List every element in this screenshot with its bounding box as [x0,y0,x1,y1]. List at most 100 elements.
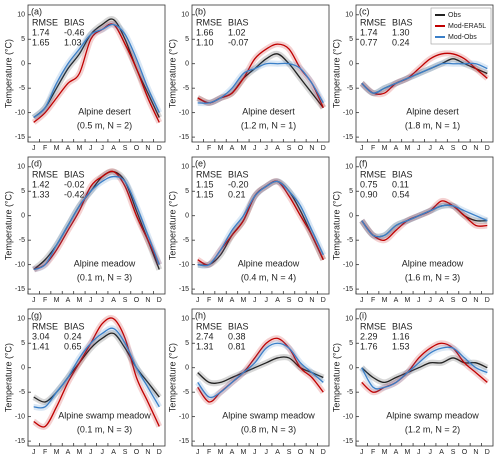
x-tick-label: J [196,145,200,152]
y-tick-label: 10 [345,164,353,171]
series-line [361,204,488,238]
x-tick-label: N [309,449,314,456]
site-label: Alpine swamp meadow [58,410,151,420]
panel-label: (b) [195,6,206,16]
x-tick-label: A [230,145,235,152]
stats-value: -0.42 [64,189,85,199]
x-tick-label: D [157,449,162,456]
y-tick-label: 5 [185,188,189,195]
y-tick-label: 0 [185,213,189,220]
x-tick-label: F [371,297,375,304]
y-tick-label: 10 [181,12,189,19]
series-line [361,52,488,95]
y-tick-label: 10 [181,316,189,323]
x-tick-label: A [275,297,280,304]
x-tick-label: F [371,449,375,456]
site-label: Alpine desert [242,106,295,116]
x-tick-label: D [321,297,326,304]
stats-value: 1.42 [32,179,50,189]
y-tick-label: -10 [343,109,353,116]
series-line [33,23,160,123]
stats-value: -0.02 [64,179,85,189]
x-tick-label: N [145,449,150,456]
x-tick-label: D [485,449,490,456]
y-tick-label: 10 [17,164,25,171]
panel-label: (h) [195,310,206,320]
y-tick-label: 5 [349,188,353,195]
series-line [33,23,160,119]
legend-label: Obs [448,12,461,19]
stats-header: BIAS [64,321,85,331]
y-tick-label: 0 [349,61,353,68]
x-tick-label: S [287,145,292,152]
legend-label: Mod-Obs [448,34,477,41]
x-tick-label: N [473,449,478,456]
x-tick-label: J [360,449,364,456]
x-tick-label: M [76,449,82,456]
x-tick-label: M [76,297,82,304]
stats-value: 1.66 [196,27,214,37]
stats-value: 0.77 [360,37,378,47]
stats-header: RMSE [32,169,58,179]
stats-value: 0.54 [392,189,410,199]
x-tick-label: M [54,449,60,456]
x-tick-label: A [230,449,235,456]
depth-label: (0.1 m, N = 3) [77,272,132,282]
stats-value: 1.03 [64,37,82,47]
x-tick-label: O [462,145,468,152]
y-tick-label: 5 [21,340,25,347]
stats-header: BIAS [392,169,413,179]
x-tick-label: A [66,145,71,152]
depth-label: (1.2 m, N = 2) [405,424,460,434]
x-tick-label: J [264,297,268,304]
x-tick-label: J [196,449,200,456]
stats-header: RMSE [360,17,386,27]
y-tick-label: -10 [15,109,25,116]
x-tick-label: S [123,297,128,304]
x-tick-label: J [417,449,421,456]
y-tick-label: 0 [185,365,189,372]
y-tick-label: -5 [347,389,353,396]
y-tick-label: -15 [15,134,25,141]
uncertainty-band [32,173,163,273]
x-tick-label: J [417,145,421,152]
stats-value: 2.74 [196,331,214,341]
y-axis-label: Temperature (°C) [3,191,13,260]
site-label: Alpine meadow [402,258,464,268]
x-tick-label: J [360,297,364,304]
x-tick-label: J [253,145,257,152]
stats-value: 2.29 [360,331,378,341]
y-tick-label: -5 [19,237,25,244]
panel-label: (g) [31,310,42,320]
y-tick-label: 5 [21,36,25,43]
site-label: Alpine desert [406,106,459,116]
series-line [361,346,488,390]
y-tick-label: -10 [343,261,353,268]
y-tick-label: 0 [349,365,353,372]
x-tick-label: M [218,297,224,304]
panel-label: (c) [359,6,370,16]
depth-label: (0.4 m, N = 4) [241,272,296,282]
stats-value: 1.53 [392,341,410,351]
x-tick-label: J [100,449,104,456]
x-tick-label: M [382,449,388,456]
stats-value: 1.15 [196,189,214,199]
y-tick-label: 10 [17,316,25,323]
y-tick-label: -5 [183,389,189,396]
x-tick-label: A [66,449,71,456]
x-tick-label: A [111,297,116,304]
stats-header: RMSE [32,17,58,27]
x-tick-label: D [321,145,326,152]
y-tick-label: 10 [17,12,25,19]
stats-value: 1.76 [360,341,378,351]
x-tick-label: M [240,145,246,152]
x-tick-label: A [439,449,444,456]
y-tick-label: -5 [347,85,353,92]
y-tick-label: 5 [349,36,353,43]
y-tick-label: 0 [21,365,25,372]
panel-label: (e) [195,158,206,168]
stats-value: 0.11 [392,179,409,189]
x-tick-label: J [428,449,432,456]
x-tick-label: A [66,297,71,304]
series-line [197,342,324,399]
